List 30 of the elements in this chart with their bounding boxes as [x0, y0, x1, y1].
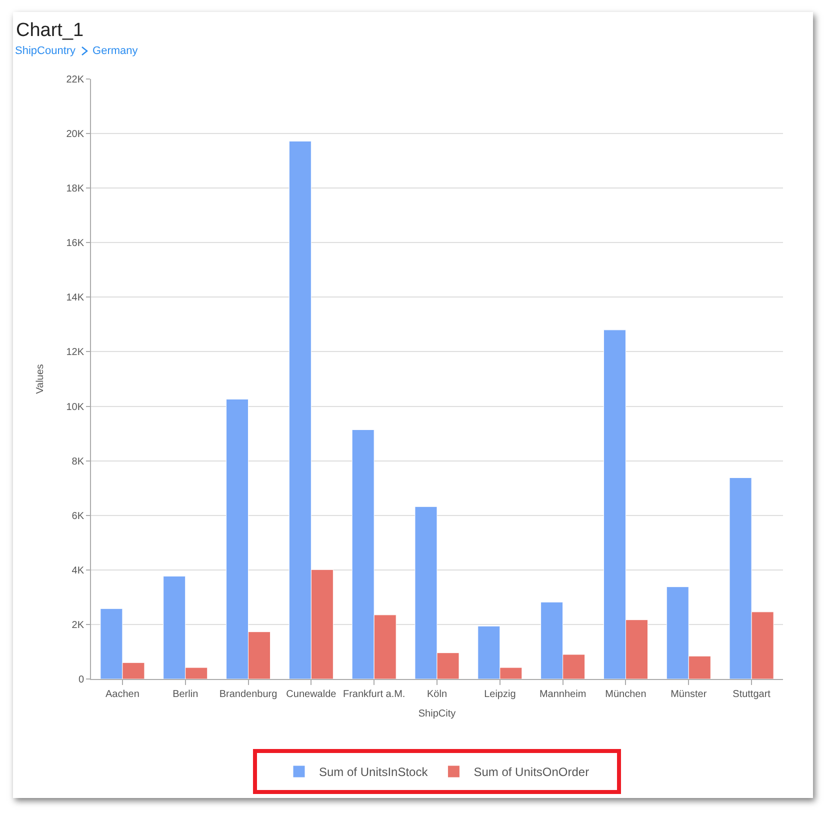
y-tick-label: 0: [78, 674, 84, 686]
x-tick-label: Frankfurt a.M.: [342, 689, 406, 700]
y-tick-label: 4K: [72, 565, 84, 576]
y-tick-label: 2K: [72, 620, 84, 631]
x-tick-label: Mannheim: [539, 689, 586, 700]
x-tick-label: Münster: [670, 689, 708, 700]
y-tick-label: 14K: [66, 292, 84, 304]
y-tick-label: 16K: [66, 238, 84, 250]
x-tick-label: Cunewalde: [286, 689, 337, 700]
x-tick-label: Aachen: [105, 689, 140, 700]
x-tick-label: München: [605, 689, 646, 700]
chart-title: Chart_1: [16, 20, 84, 42]
text: ShipCountry: [15, 45, 76, 57]
x-tick-label: Köln: [426, 689, 448, 700]
x-tick-label: Brandenburg: [219, 689, 278, 700]
y-tick-label: 6K: [72, 510, 84, 522]
x-tick-label: Leipzig: [484, 689, 516, 700]
y-tick-label: 20K: [66, 129, 84, 140]
x-axis-title: ShipCity: [418, 708, 456, 720]
legend-label: Sum of UnitsOnOrder: [474, 765, 590, 780]
y-tick-label: 10K: [66, 402, 84, 413]
text: Germany: [92, 45, 138, 57]
y-tick-label: 12K: [66, 347, 84, 358]
x-tick-label: Berlin: [172, 689, 198, 700]
legend-label: Sum of UnitsInStock: [319, 765, 429, 780]
y-tick-label: 18K: [66, 184, 84, 195]
x-tick-label: Stuttgart: [732, 689, 771, 700]
y-axis-title: Values: [35, 364, 46, 394]
y-tick-label: 8K: [72, 456, 84, 468]
y-tick-label: 22K: [66, 74, 84, 86]
